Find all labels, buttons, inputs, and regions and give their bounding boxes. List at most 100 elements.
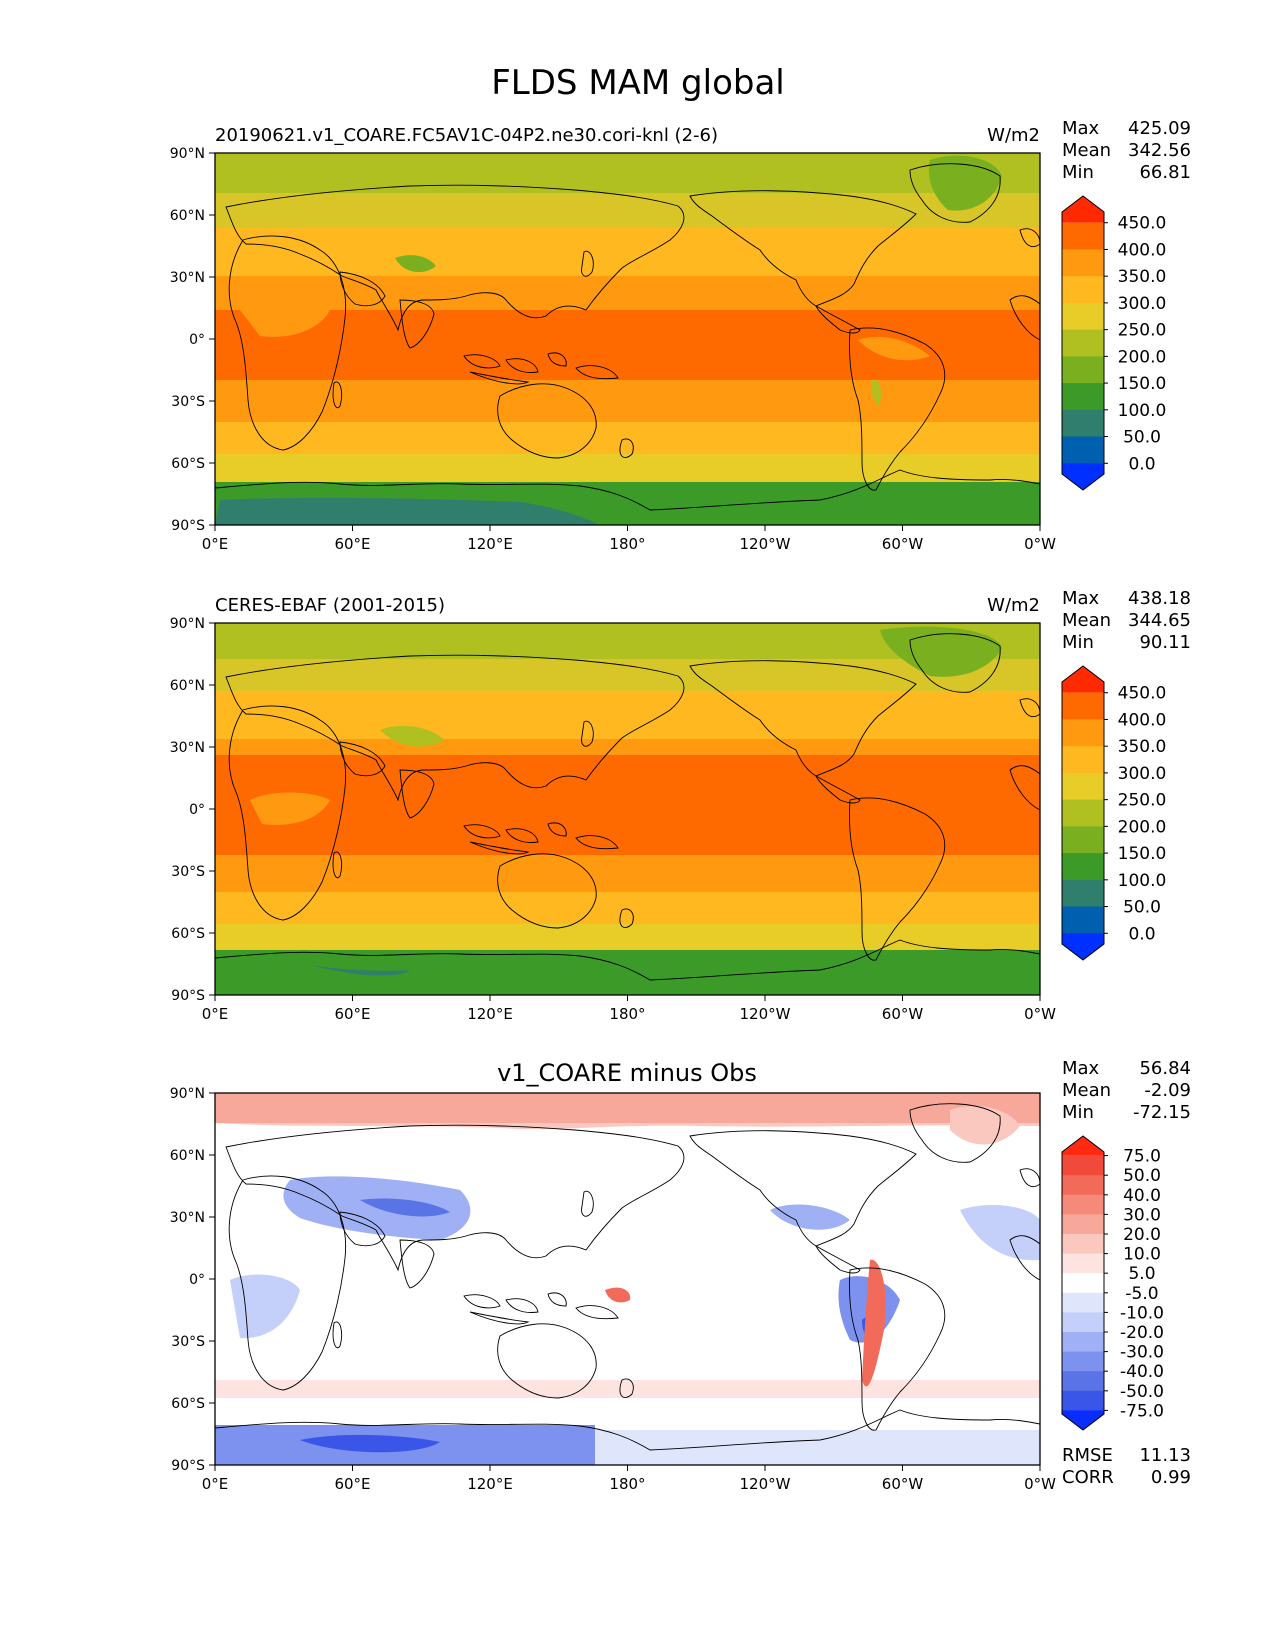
colorbar-label: -40.0 [1120, 1362, 1164, 1382]
lat-tick-label: 90°S [171, 518, 205, 534]
lon-tick-label: 120°E [467, 535, 513, 553]
colorbar-label: 50.0 [1123, 1166, 1161, 1186]
lat-tick-labels: 90°N 60°N 30°N 0° 30°S 60°S 90°S [170, 146, 215, 534]
lon-tick-label: 180° [609, 535, 645, 553]
lat-tick-label: 90°S [171, 1458, 205, 1474]
stat-value: 344.65 [1128, 610, 1191, 631]
colorbar-label: -20.0 [1120, 1323, 1164, 1343]
lat-tick-label: 30°S [171, 1334, 205, 1350]
stat-value: 90.11 [1139, 632, 1191, 653]
stat-label: Max [1062, 1058, 1100, 1079]
colorbar-swatch [1062, 772, 1104, 801]
map-field [215, 1093, 1040, 1465]
lon-tick-label: 60°W [882, 1005, 924, 1023]
colorbar-label: 200.0 [1118, 817, 1167, 837]
lat-tick-label: 0° [189, 332, 205, 348]
colorbar-swatch [1062, 1273, 1104, 1294]
lon-tick-label: 120°W [740, 1475, 791, 1493]
lon-tick-label: 60°E [334, 1475, 370, 1493]
stat-value: 66.81 [1139, 162, 1191, 183]
colorbar-extend-min [1062, 463, 1104, 490]
stat-label: Max [1062, 588, 1100, 609]
colorbar-swatch [1062, 329, 1104, 357]
colorbar-swatch [1062, 276, 1104, 304]
panel-difference: v1_COARE minus Obs 90°N 60°N 30°N 0° 30°S 60°… [170, 1058, 1191, 1493]
lat-tick-label: 30°N [170, 270, 205, 286]
stat-label: Mean [1062, 610, 1111, 631]
colorbar-outline [1061, 1135, 1105, 1431]
colorbar-label: 250.0 [1118, 791, 1167, 811]
colorbar-label: 5.0 [1128, 1264, 1155, 1284]
lat-tick-label: 60°N [170, 678, 205, 694]
colorbar-label: 30.0 [1123, 1205, 1161, 1225]
stat-value: 56.84 [1139, 1058, 1191, 1079]
colorbar-swatch [1062, 383, 1104, 411]
lon-tick-label: 120°E [467, 1475, 513, 1493]
lon-tick-label: 0°E [202, 1005, 229, 1023]
lon-tick-label: 180° [609, 1005, 645, 1023]
stats-block: Max 438.18 Mean 344.65 Min 90.11 [1062, 588, 1191, 653]
stat-value: 0.99 [1151, 1467, 1191, 1488]
bottom-stats-block: RMSE 11.13 CORR 0.99 [1062, 1445, 1191, 1488]
colorbar: 75.050.040.030.020.010.05.0-5.0-10.0-20.… [1061, 1135, 1164, 1431]
colorbar-outline [1061, 195, 1105, 491]
lon-tick-label: 120°W [740, 1005, 791, 1023]
colorbar-swatch [1062, 1175, 1104, 1196]
colorbar-label: 100.0 [1118, 401, 1167, 421]
colorbar-swatch [1062, 249, 1104, 277]
colorbar-label: 400.0 [1118, 710, 1167, 730]
lat-tick-label: 90°N [170, 616, 205, 632]
colorbar-swatch [1062, 1351, 1104, 1372]
lat-tick-label: 60°S [171, 456, 205, 472]
colorbar-swatch [1062, 826, 1104, 854]
colorbar-swatch [1062, 1234, 1104, 1255]
colorbar-label: 150.0 [1118, 374, 1167, 394]
map-field [215, 153, 1040, 525]
lon-tick-label: 0°E [202, 1475, 229, 1493]
lat-tick-label: 30°S [171, 394, 205, 410]
colorbar-label: 350.0 [1118, 737, 1167, 757]
lon-tick-label: 60°E [334, 1005, 370, 1023]
lon-tick-labels: 0°E 60°E 120°E 180° 120°W 60°W 0°W [202, 525, 1056, 553]
lat-tick-label: 60°N [170, 1148, 205, 1164]
panel-left-title: 20190621.v1_COARE.FC5AV1C-04P2.ne30.cori… [215, 125, 718, 146]
figure-title: FLDS MAM global [491, 63, 785, 103]
colorbar-outline [1061, 665, 1105, 961]
lat-tick-labels: 90°N 60°N 30°N 0° 30°S 60°S 90°S [170, 1086, 215, 1474]
lon-tick-label: 60°W [882, 535, 924, 553]
colorbar-swatch [1062, 1253, 1104, 1274]
stat-label: RMSE [1062, 1445, 1113, 1466]
colorbar: 450.0 400.0 350.0 300.0 250.0 200.0 150.0 100.0… [1061, 195, 1167, 491]
lon-tick-label: 120°E [467, 1005, 513, 1023]
colorbar-label: 250.0 [1118, 321, 1167, 341]
panel-test: 20190621.v1_COARE.FC5AV1C-04P2.ne30.cori… [170, 118, 1191, 553]
lat-tick-label: 0° [189, 1272, 205, 1288]
map-field [215, 623, 1040, 995]
colorbar-label: -50.0 [1120, 1382, 1164, 1402]
lat-tick-label: 30°N [170, 1210, 205, 1226]
colorbar-swatch [1062, 222, 1104, 250]
colorbar-swatch [1062, 356, 1104, 384]
lat-tick-label: 90°N [170, 1086, 205, 1102]
colorbar-swatch [1062, 1371, 1104, 1392]
colorbar-label: 0.0 [1128, 924, 1155, 944]
colorbar-label: 50.0 [1123, 898, 1161, 918]
stat-label: Max [1062, 118, 1100, 139]
colorbar: 450.0 400.0 350.0 300.0 250.0 200.0 150.0 100.0… [1061, 665, 1167, 961]
stat-value: 425.09 [1128, 118, 1191, 139]
colorbar-label: 350.0 [1118, 267, 1167, 287]
colorbar-label: 450.0 [1118, 684, 1167, 704]
colorbar-swatch [1062, 1155, 1104, 1176]
colorbar-label: 300.0 [1118, 294, 1167, 314]
lon-tick-label: 0°E [202, 535, 229, 553]
colorbar-label: 50.0 [1123, 428, 1161, 448]
lon-tick-label: 120°W [740, 535, 791, 553]
colorbar-label: -30.0 [1120, 1343, 1164, 1363]
colorbar-swatch [1062, 436, 1104, 464]
stat-label: Min [1062, 1102, 1094, 1123]
colorbar-extend-max [1062, 196, 1104, 223]
colorbar-extend-min [1062, 933, 1104, 960]
colorbar-swatch [1062, 853, 1104, 881]
lon-tick-label: 0°W [1024, 1475, 1056, 1493]
